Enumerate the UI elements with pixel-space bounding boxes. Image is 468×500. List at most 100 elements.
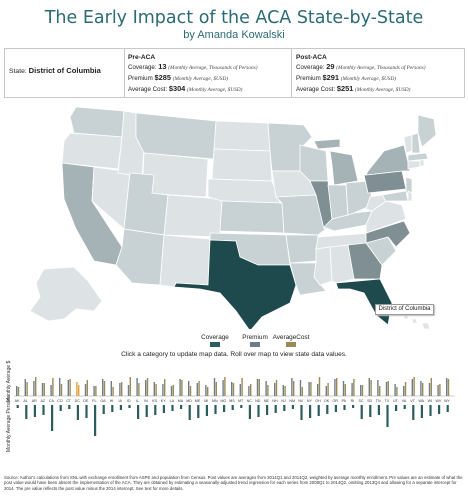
- premium-bar-ca[interactable]: [50, 385, 52, 396]
- avgcost-bar-wv[interactable]: [439, 384, 441, 396]
- legend-coverage[interactable]: Coverage: [197, 334, 233, 347]
- coverage-bar-al[interactable]: [25, 405, 28, 419]
- coverage-bar-wa[interactable]: [420, 405, 423, 418]
- avgcost-bar-tx[interactable]: [387, 381, 389, 396]
- avgcost-bar-wy[interactable]: [447, 379, 450, 396]
- avgcost-bar-la[interactable]: [172, 385, 174, 396]
- coverage-bar-ct[interactable]: [68, 405, 71, 409]
- legend-premium[interactable]: Premium: [237, 334, 273, 347]
- coverage-bar-ga[interactable]: [102, 405, 105, 414]
- coverage-bar-nc[interactable]: [248, 405, 251, 419]
- state-rhode-island[interactable]: [419, 159, 425, 167]
- state-wisconsin[interactable]: [299, 144, 329, 182]
- premium-bar-oh[interactable]: [317, 384, 319, 396]
- coverage-bar-il[interactable]: [137, 405, 140, 419]
- coverage-bar-ky[interactable]: [162, 405, 165, 413]
- state-massachusetts[interactable]: [407, 152, 429, 162]
- coverage-bar-de[interactable]: [85, 405, 88, 418]
- state-north-carolina[interactable]: [365, 220, 411, 248]
- premium-bar-md[interactable]: [188, 381, 190, 396]
- premium-bar-de[interactable]: [84, 384, 87, 396]
- premium-bar-fl[interactable]: [93, 386, 95, 396]
- coverage-bar-tx[interactable]: [386, 405, 389, 427]
- state-hawaii[interactable]: [403, 314, 431, 329]
- state-maine[interactable]: [417, 114, 437, 148]
- premium-bar-ma[interactable]: [179, 379, 181, 396]
- state-washington[interactable]: [69, 106, 125, 138]
- state-north-dakota[interactable]: [213, 120, 271, 152]
- premium-bar-mo[interactable]: [222, 380, 224, 396]
- premium-bar-me[interactable]: [196, 383, 198, 396]
- premium-bar-tn[interactable]: [377, 380, 379, 396]
- state-connecticut[interactable]: [407, 160, 421, 170]
- avgcost-bar-sd[interactable]: [370, 380, 372, 396]
- coverage-bar-md[interactable]: [188, 405, 191, 420]
- coverage-bar-id[interactable]: [128, 405, 131, 408]
- avgcost-bar-nc[interactable]: [250, 384, 252, 396]
- us-state-map[interactable]: District of Columbia: [4, 97, 463, 329]
- coverage-bar-ma[interactable]: [180, 405, 183, 409]
- coverage-bar-az[interactable]: [42, 405, 45, 415]
- avgcost-bar-ak[interactable]: [17, 387, 20, 396]
- avgcost-bar-ut[interactable]: [396, 387, 398, 396]
- avgcost-bar-mn[interactable]: [215, 382, 217, 396]
- coverage-bar-nv[interactable]: [300, 405, 303, 420]
- state-new-hampshire[interactable]: [411, 132, 421, 154]
- premium-bar-sc[interactable]: [360, 385, 362, 396]
- state-arizona[interactable]: [115, 228, 165, 286]
- premium-bar-wy[interactable]: [446, 378, 448, 396]
- coverage-bar-wy[interactable]: [446, 405, 449, 412]
- avgcost-bar-md[interactable]: [189, 386, 192, 396]
- premium-bar-id[interactable]: [127, 385, 130, 396]
- coverage-bar-ar[interactable]: [33, 405, 36, 417]
- avgcost-bar-mi[interactable]: [207, 387, 209, 396]
- coverage-bar-in[interactable]: [145, 405, 148, 417]
- legend-averagecost[interactable]: AverageCost: [271, 334, 311, 347]
- premium-bar-ut[interactable]: [394, 384, 396, 396]
- avgcost-bar-nv[interactable]: [301, 387, 303, 396]
- coverage-bar-la[interactable]: [171, 405, 174, 411]
- state-alabama[interactable]: [329, 244, 355, 284]
- premium-bar-nm[interactable]: [291, 378, 293, 396]
- avgcost-bar-al[interactable]: [26, 382, 28, 396]
- avgcost-bar-nh[interactable]: [275, 380, 278, 396]
- coverage-bar-nj[interactable]: [283, 405, 286, 411]
- premium-bar-vt[interactable]: [411, 379, 413, 396]
- avgcost-bar-vt[interactable]: [413, 377, 415, 396]
- coverage-bar-wi[interactable]: [429, 405, 432, 416]
- avgcost-bar-ri[interactable]: [353, 379, 355, 396]
- coverage-bar-mn[interactable]: [214, 405, 217, 414]
- premium-bar-nh[interactable]: [274, 383, 276, 396]
- premium-bar-ks[interactable]: [153, 382, 155, 396]
- avgcost-bar-ia[interactable]: [121, 382, 123, 396]
- state-bar-charts[interactable]: Monthly Average $ Monthly Average Person…: [4, 356, 463, 456]
- premium-bar-pa[interactable]: [342, 381, 345, 396]
- avgcost-bar-ky[interactable]: [164, 379, 166, 396]
- coverage-bar-ca[interactable]: [51, 405, 54, 431]
- avgcost-bar-tn[interactable]: [379, 386, 381, 396]
- state-colorado[interactable]: [163, 194, 223, 238]
- avgcost-bar-me[interactable]: [198, 381, 200, 396]
- state-maryland[interactable]: [381, 190, 409, 202]
- avgcost-bar-sc[interactable]: [361, 385, 364, 396]
- premium-bar-az[interactable]: [41, 383, 44, 396]
- avgcost-bar-mo[interactable]: [224, 377, 226, 396]
- state-selector[interactable]: State: District of Columbia: [9, 66, 101, 75]
- premium-bar-co[interactable]: [59, 378, 61, 396]
- state-new-mexico[interactable]: [159, 234, 211, 288]
- state-mississippi[interactable]: [313, 246, 333, 286]
- avgcost-bar-ms[interactable]: [232, 383, 235, 396]
- coverage-bar-ok[interactable]: [326, 405, 329, 414]
- premium-bar-nv[interactable]: [299, 380, 302, 396]
- avgcost-bar-az[interactable]: [43, 383, 45, 396]
- avgcost-bar-pa[interactable]: [344, 384, 346, 396]
- state-texas[interactable]: [173, 239, 297, 329]
- coverage-bar-pa[interactable]: [343, 405, 346, 410]
- avgcost-bar-fl[interactable]: [95, 386, 97, 396]
- avgcost-bar-dc[interactable]: [78, 385, 80, 396]
- avgcost-bar-in[interactable]: [146, 378, 149, 396]
- coverage-bar-ms[interactable]: [231, 405, 234, 410]
- state-alaska[interactable]: [29, 266, 103, 322]
- coverage-bar-dc[interactable]: [76, 405, 79, 420]
- state-new-york[interactable]: [365, 144, 411, 176]
